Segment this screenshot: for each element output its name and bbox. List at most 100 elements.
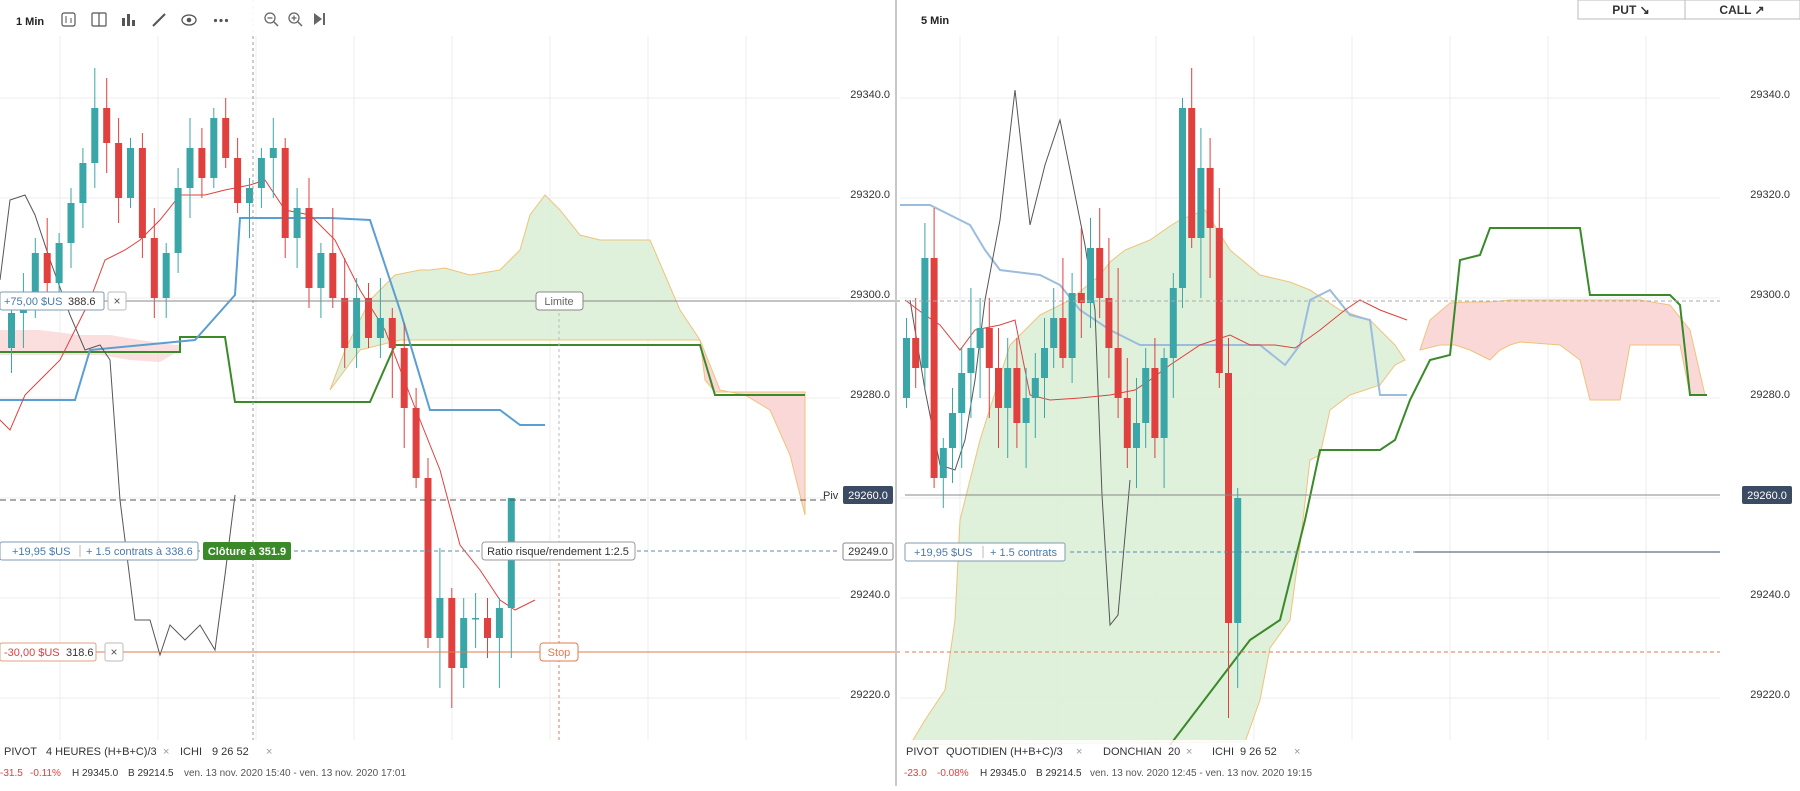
legend-close-icon[interactable]: × bbox=[1186, 746, 1192, 758]
status-change: -23.0 bbox=[904, 768, 927, 779]
status-pct: -0.08% bbox=[937, 768, 969, 779]
candle-down bbox=[1096, 248, 1104, 298]
candle-up bbox=[939, 448, 947, 478]
right-timeframe[interactable]: 5 Min bbox=[921, 15, 949, 27]
candle-down bbox=[1059, 318, 1067, 358]
pivot-label: Piv bbox=[823, 490, 839, 502]
candle-down bbox=[234, 158, 242, 203]
legend-ichi-name[interactable]: ICHI bbox=[180, 746, 202, 758]
risk-reward-text: Ratio risque/rendement 1:2.5 bbox=[487, 546, 629, 558]
position-pnl: +19,95 $US bbox=[12, 546, 70, 558]
axis-tick: 29280.0 bbox=[850, 389, 890, 401]
legend-close-icon[interactable]: × bbox=[1294, 746, 1300, 758]
stop-close-icon: × bbox=[110, 645, 117, 659]
status-high: H 29345.0 bbox=[980, 768, 1027, 779]
candle-up bbox=[472, 618, 480, 620]
candle-down bbox=[1188, 108, 1196, 238]
legend-close-icon[interactable]: × bbox=[266, 746, 272, 758]
legend-pivot-name[interactable]: PIVOT bbox=[4, 746, 37, 758]
indicators-icon[interactable] bbox=[122, 14, 135, 26]
zoom-in-icon[interactable] bbox=[288, 12, 303, 27]
stop-close-button[interactable] bbox=[104, 642, 124, 662]
close-position-button[interactable] bbox=[203, 542, 291, 560]
candle-up bbox=[31, 253, 39, 293]
left-kijun-line bbox=[0, 336, 805, 403]
right-position-pnl: +19,95 $US bbox=[914, 547, 972, 559]
left-cloud-red-4 bbox=[699, 339, 806, 516]
candle-up bbox=[1004, 368, 1012, 408]
candle-down bbox=[912, 338, 920, 368]
right-chart-panel[interactable] bbox=[900, 36, 1720, 746]
candle-up bbox=[976, 328, 984, 348]
candle-down bbox=[448, 598, 456, 668]
eye-icon[interactable] bbox=[181, 14, 197, 26]
candle-up bbox=[55, 243, 63, 283]
candle-up bbox=[257, 158, 265, 188]
left-cloud-green bbox=[329, 194, 701, 391]
axis-tick: 29280.0 bbox=[1750, 389, 1790, 401]
candle-down bbox=[1206, 168, 1214, 228]
call-button[interactable] bbox=[1684, 0, 1800, 20]
more-icon[interactable] bbox=[213, 18, 229, 23]
left-timeframe[interactable]: 1 Min bbox=[16, 16, 44, 28]
candle-up bbox=[958, 373, 966, 413]
axis-tick: 29220.0 bbox=[850, 689, 890, 701]
stop-price: 318.6 bbox=[66, 647, 94, 659]
candle-down bbox=[424, 478, 432, 638]
play-end-icon[interactable] bbox=[314, 13, 325, 25]
candle-down bbox=[1013, 368, 1021, 423]
limit-order-label[interactable]: +75,00 $US 388.6 × bbox=[0, 291, 127, 311]
limit-tag-text: Limite bbox=[544, 296, 573, 308]
limit-close-button[interactable] bbox=[107, 291, 127, 311]
layout-icon[interactable] bbox=[91, 12, 107, 27]
axis-tick: 29320.0 bbox=[1750, 189, 1790, 201]
right-position-label[interactable]: +19,95 $US + 1.5 contrats bbox=[904, 542, 1066, 562]
candle-down bbox=[222, 118, 230, 158]
limit-tag[interactable]: Limite bbox=[535, 291, 584, 311]
candle-down bbox=[281, 148, 289, 238]
stop-tag[interactable]: Stop bbox=[539, 642, 579, 662]
left-chart-panel[interactable] bbox=[0, 0, 900, 740]
stop-order-label[interactable]: -30,00 $US 318.6 × bbox=[0, 642, 124, 662]
legend-close-icon[interactable]: × bbox=[1076, 746, 1082, 758]
status-pct: -0.11% bbox=[30, 768, 61, 779]
candle-down bbox=[305, 208, 313, 288]
candle-down bbox=[1105, 298, 1113, 348]
candle-up bbox=[436, 598, 444, 638]
right-price-axis: 29340.0 29320.0 29300.0 29280.0 29260.0 … bbox=[1742, 89, 1792, 701]
candle-up bbox=[8, 313, 15, 348]
candle-up bbox=[1087, 248, 1094, 303]
candle-up bbox=[1197, 168, 1205, 238]
legend-donchian-name[interactable]: DONCHIAN bbox=[1103, 746, 1162, 758]
candle-up bbox=[921, 258, 929, 368]
candle-up bbox=[1142, 368, 1150, 423]
position-contracts: + 1.5 contrats à 338.6 bbox=[86, 546, 193, 558]
draw-icon[interactable] bbox=[152, 13, 166, 27]
candle-down bbox=[198, 148, 206, 178]
legend-pivot-name[interactable]: PIVOT bbox=[906, 746, 939, 758]
current-price-badge bbox=[843, 486, 893, 504]
candle-down bbox=[400, 348, 408, 408]
candle-up bbox=[269, 148, 277, 158]
legend-ichi-name[interactable]: ICHI bbox=[1212, 746, 1234, 758]
candle-up bbox=[246, 188, 253, 203]
candle-down bbox=[138, 148, 146, 238]
zoom-out-icon[interactable] bbox=[264, 12, 279, 27]
candle-style-icon[interactable] bbox=[61, 12, 76, 27]
candle-up bbox=[67, 203, 75, 243]
position-order-label[interactable]: +19,95 $US + 1.5 contrats à 338.6 Clôtur… bbox=[0, 541, 291, 561]
legend-ichi-params: 9 26 52 bbox=[1240, 746, 1277, 758]
call-button-label: CALL ↗ bbox=[1719, 3, 1764, 17]
candle-up bbox=[293, 208, 301, 238]
candle-up bbox=[210, 118, 218, 178]
legend-pivot-params: QUOTIDIEN (H+B+C)/3 bbox=[946, 746, 1063, 758]
right-kijun-line bbox=[1169, 227, 1707, 746]
legend-close-icon[interactable]: × bbox=[163, 746, 169, 758]
candle-down bbox=[1123, 398, 1131, 448]
candle-up bbox=[79, 163, 87, 203]
limit-price: 388.6 bbox=[68, 296, 96, 308]
status-low: B 29214.5 bbox=[1036, 768, 1082, 779]
candle-up bbox=[162, 253, 170, 298]
candle-up bbox=[949, 413, 956, 448]
